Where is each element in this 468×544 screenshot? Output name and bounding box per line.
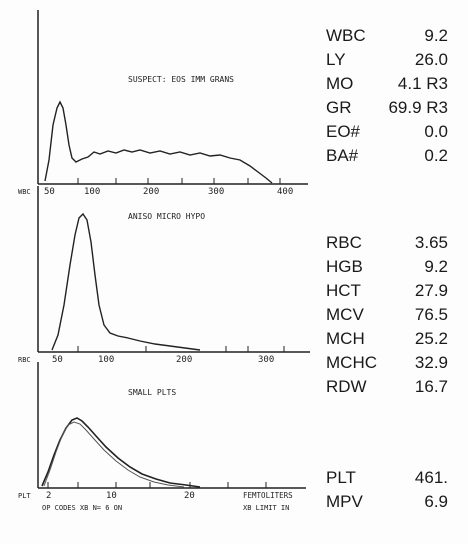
wbc-tick-label: 200: [143, 187, 159, 197]
rbc-tick-label: 300: [258, 355, 274, 365]
plt-tick-label: 20: [184, 491, 195, 501]
parameter-value: 27.9: [414, 281, 448, 300]
plt-footer-right: XB LIMIT IN: [243, 504, 289, 512]
parameter-label: BA#: [326, 146, 359, 165]
value-row-ba: BA# 0.2: [326, 146, 448, 170]
wbc-values-block: WBC 9.2 LY 26.0 MO 4.1 R3 GR 69.9 R3 EO#…: [326, 26, 448, 176]
wbc-flag-text: SUSPECT: EOS IMM GRANS: [128, 75, 234, 84]
parameter-value: 32.9: [414, 353, 448, 372]
rbc-flag-text: ANISO MICRO HYPO: [128, 212, 205, 221]
parameter-value: 4.1 R3: [397, 74, 448, 93]
rbc-values-block: RBC 3.65 HGB 9.2 HCT 27.9 MCV 76.5 MCH 2…: [326, 233, 448, 403]
parameter-label: WBC: [326, 26, 366, 45]
rbc-curve: [51, 212, 201, 351]
value-row-mch: MCH 25.2: [326, 329, 448, 353]
plt-flag-text: SMALL PLTS: [128, 388, 176, 397]
value-row-gr: GR 69.9 R3: [326, 98, 448, 122]
value-row-mchc: MCHC 32.9: [326, 353, 448, 377]
value-row-mo: MO 4.1 R3: [326, 74, 448, 98]
plt-unit-label: FEMTOLITERS: [243, 491, 293, 500]
wbc-tick-label: 50: [44, 187, 55, 197]
parameter-value: 0.2: [424, 146, 448, 165]
value-row-mcv: MCV 76.5: [326, 305, 448, 329]
value-row-plt: PLT 461.: [326, 468, 448, 492]
parameter-label: MCH: [326, 329, 365, 348]
parameter-label: MO: [326, 74, 354, 93]
wbc-axis-name: WBC: [18, 188, 31, 196]
plt-axis-name: PLT: [18, 492, 31, 500]
parameter-value: 69.9 R3: [388, 98, 448, 117]
parameter-label: RBC: [326, 233, 362, 252]
wbc-tick-label: 400: [277, 187, 293, 197]
parameter-value: 16.7: [414, 377, 448, 396]
plt-tick-label: 2: [46, 491, 51, 501]
value-row-rdw: RDW 16.7: [326, 377, 448, 401]
parameter-label: GR: [326, 98, 352, 117]
value-row-mpv: MPV 6.9: [326, 492, 448, 516]
value-row-hgb: HGB 9.2: [326, 257, 448, 281]
wbc-tick-label: 300: [208, 187, 224, 197]
parameter-value: 0.0: [424, 122, 448, 141]
parameter-label: MCV: [326, 305, 364, 324]
parameter-value: 9.2: [424, 26, 448, 45]
plt-curve: [41, 417, 201, 488]
rbc-histogram: ANISO MICRO HYPO RBC 50 100 200 300: [18, 186, 310, 365]
value-row-hct: HCT 27.9: [326, 281, 448, 305]
plt-values-block: PLT 461. MPV 6.9: [326, 468, 448, 518]
parameter-label: LY: [326, 50, 346, 69]
wbc-curve: [44, 100, 273, 184]
parameter-value: 76.5: [414, 305, 448, 324]
value-row-rbc: RBC 3.65: [326, 233, 448, 257]
value-row-ly: LY 26.0: [326, 50, 448, 74]
parameter-label: HGB: [326, 257, 363, 276]
value-row-wbc: WBC 9.2: [326, 26, 448, 50]
parameter-value: 25.2: [414, 329, 448, 348]
parameter-value: 461.: [414, 468, 448, 487]
plt-footer-left: OP CODES XB N= 6 ON: [42, 504, 122, 512]
rbc-axis-name: RBC: [18, 356, 31, 364]
rbc-tick-label: 50: [52, 355, 63, 365]
parameter-label: RDW: [326, 377, 367, 396]
parameter-label: EO#: [326, 122, 361, 141]
plt-tick-label: 10: [106, 491, 117, 501]
parameter-label: MPV: [326, 492, 363, 511]
plt-curve-shadow: [43, 421, 185, 488]
parameter-label: MCHC: [326, 353, 377, 372]
parameter-label: HCT: [326, 281, 361, 300]
wbc-tick-label: 100: [84, 187, 100, 197]
parameter-value: 26.0: [414, 50, 448, 69]
rbc-tick-label: 200: [176, 355, 192, 365]
parameter-value: 6.9: [424, 492, 448, 511]
parameter-value: 3.65: [414, 233, 448, 252]
wbc-histogram: SUSPECT: EOS IMM GRANS WBC 50 100 200 30…: [18, 10, 308, 197]
value-row-eo: EO# 0.0: [326, 122, 448, 146]
plt-histogram: SMALL PLTS PLT 2 10 20 FEMTOLITERS OP CO…: [18, 362, 306, 512]
parameter-value: 9.2: [424, 257, 448, 276]
rbc-tick-label: 100: [98, 355, 114, 365]
parameter-label: PLT: [326, 468, 356, 487]
